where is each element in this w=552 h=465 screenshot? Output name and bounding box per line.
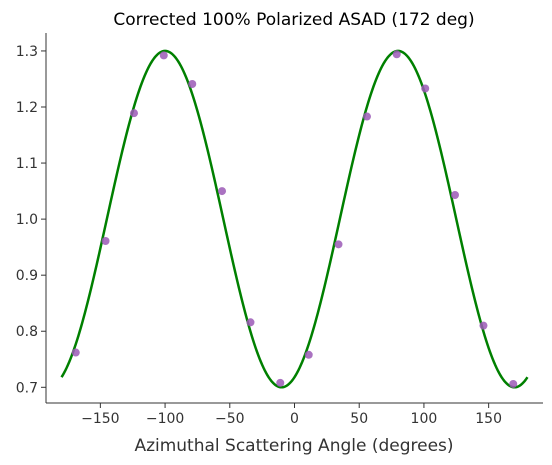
fit-curve-group	[60, 49, 529, 389]
y-tick-label: 1.1	[16, 156, 38, 172]
y-tick-label: 0.8	[16, 324, 38, 340]
x-tick-label: −150	[81, 411, 119, 427]
data-point	[450, 191, 459, 200]
y-tick-label: 1.0	[16, 212, 38, 228]
data-point	[392, 50, 401, 59]
data-point	[218, 187, 227, 196]
axes	[45, 33, 543, 404]
y-tick-label: 0.9	[16, 268, 38, 284]
x-tick-label: −100	[146, 411, 184, 427]
data-points-group	[71, 50, 518, 388]
data-point	[101, 236, 110, 245]
x-tick-label: −50	[215, 411, 245, 427]
data-point	[246, 318, 255, 327]
x-tick-label: 0	[290, 411, 299, 427]
chart-title: Corrected 100% Polarized ASAD (172 deg)	[113, 10, 474, 30]
data-point	[421, 84, 430, 93]
data-point	[276, 378, 285, 387]
y-tick-label: 1.2	[16, 100, 38, 116]
data-point	[362, 112, 371, 121]
y-tick-label: 1.3	[16, 44, 38, 60]
data-point	[509, 379, 518, 388]
data-point	[130, 109, 139, 118]
data-point	[159, 51, 168, 60]
data-point	[479, 321, 488, 330]
x-tick-label: 150	[475, 411, 502, 427]
tick-group: −150 −100 −50 0 50 100 150 0.7 0.8 0.9 1.0 1.1 1.2 1.…	[16, 44, 502, 427]
data-point	[304, 350, 313, 359]
fit-curve-line	[60, 49, 529, 389]
data-point	[188, 80, 197, 89]
x-axis-title: Azimuthal Scattering Angle (degrees)	[134, 436, 453, 456]
x-tick-label: 100	[411, 411, 438, 427]
x-tick-label: 50	[350, 411, 368, 427]
y-tick-label: 0.7	[16, 380, 38, 396]
data-point	[71, 348, 80, 357]
data-point	[334, 240, 343, 249]
